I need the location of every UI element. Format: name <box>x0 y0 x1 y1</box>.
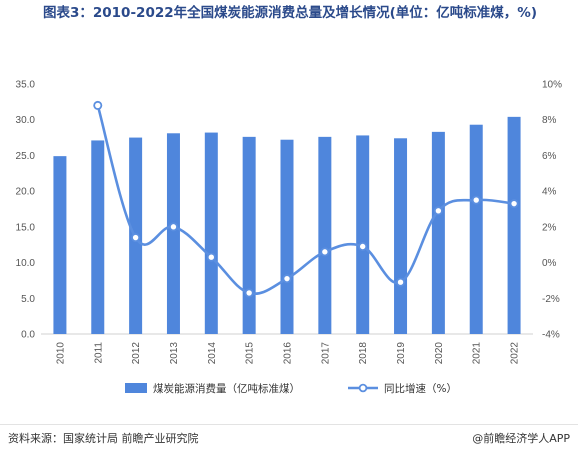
growth-point <box>93 100 103 110</box>
bar <box>356 135 370 334</box>
bar <box>166 133 180 334</box>
legend-line-marker <box>358 383 368 393</box>
growth-point <box>433 206 443 216</box>
y-left-tick-label: 35.0 <box>16 80 36 91</box>
growth-point <box>396 277 406 287</box>
growth-point <box>509 199 519 209</box>
x-tick-label: 2016 <box>283 342 294 365</box>
y-left-tick-label: 10.0 <box>16 258 36 269</box>
y-left-tick-label: 0.0 <box>21 330 35 341</box>
y-left-tick-label: 25.0 <box>16 151 36 162</box>
bar <box>507 116 521 334</box>
x-tick-label: 2012 <box>131 342 142 365</box>
y-left-tick-label: 30.0 <box>16 115 36 126</box>
chart-title: 图表3：2010-2022年全国煤炭能源消费总量及增长情况(单位：亿吨标准煤，%… <box>42 5 537 21</box>
growth-point <box>471 195 481 205</box>
y-right-tick-label: 0% <box>542 258 557 269</box>
growth-point <box>168 222 178 232</box>
x-tick-label: 2018 <box>358 342 369 365</box>
bar <box>91 140 105 334</box>
bar <box>242 136 256 334</box>
y-right-tick-label: -2% <box>542 294 560 305</box>
growth-point <box>282 274 292 284</box>
y-right-tick-label: 2% <box>542 222 557 233</box>
legend-bar-swatch <box>125 383 147 393</box>
source-note: 资料来源：国家统计局 前瞻产业研究院 <box>8 432 199 445</box>
growth-point <box>358 241 368 251</box>
bar <box>469 124 483 334</box>
chart-area: 0.0 5.0 10.0 15.0 20.0 25.0 30.0 35.0 -4% -2% 0% 2%… <box>16 80 563 396</box>
x-tick-label: 2011 <box>93 342 104 364</box>
x-tick-label: 2017 <box>320 342 331 365</box>
x-tick-label: 2010 <box>55 342 66 365</box>
y-right-tick-label: 6% <box>542 151 557 162</box>
x-tick-label: 2013 <box>169 342 180 365</box>
y-right-tick-label: 10% <box>542 80 562 91</box>
brand-credit: @前瞻经济学人APP <box>472 432 570 445</box>
bar <box>53 156 67 334</box>
footer: 资料来源：国家统计局 前瞻产业研究院 @前瞻经济学人APP <box>0 426 578 450</box>
y-left-tick-label: 5.0 <box>21 294 35 305</box>
growth-line <box>96 105 515 296</box>
bar <box>394 138 408 334</box>
footer-divider <box>0 424 578 425</box>
y-left-tick-label: 20.0 <box>16 187 36 198</box>
growth-point <box>244 288 254 298</box>
x-tick-label: 2021 <box>472 342 483 365</box>
legend-line-label: 同比增速（%） <box>384 382 457 395</box>
bar <box>204 132 218 334</box>
x-tick-label: 2014 <box>207 342 218 365</box>
bar <box>280 139 294 334</box>
growth-point <box>320 247 330 257</box>
y-left-tick-label: 15.0 <box>16 222 36 233</box>
x-tick-label: 2022 <box>510 342 521 365</box>
x-tick-label: 2020 <box>434 342 445 365</box>
legend-bar-label: 煤炭能源消费量（亿吨标准煤） <box>153 382 300 395</box>
growth-point <box>131 233 141 243</box>
y-right-tick-label: -4% <box>542 330 560 341</box>
y-right-tick-label: 8% <box>542 115 557 126</box>
growth-point <box>206 252 216 262</box>
bar <box>431 131 445 334</box>
x-tick-label: 2015 <box>245 342 256 365</box>
bar <box>318 136 332 334</box>
x-tick-label: 2019 <box>396 342 407 365</box>
y-right-tick-label: 4% <box>542 187 557 198</box>
